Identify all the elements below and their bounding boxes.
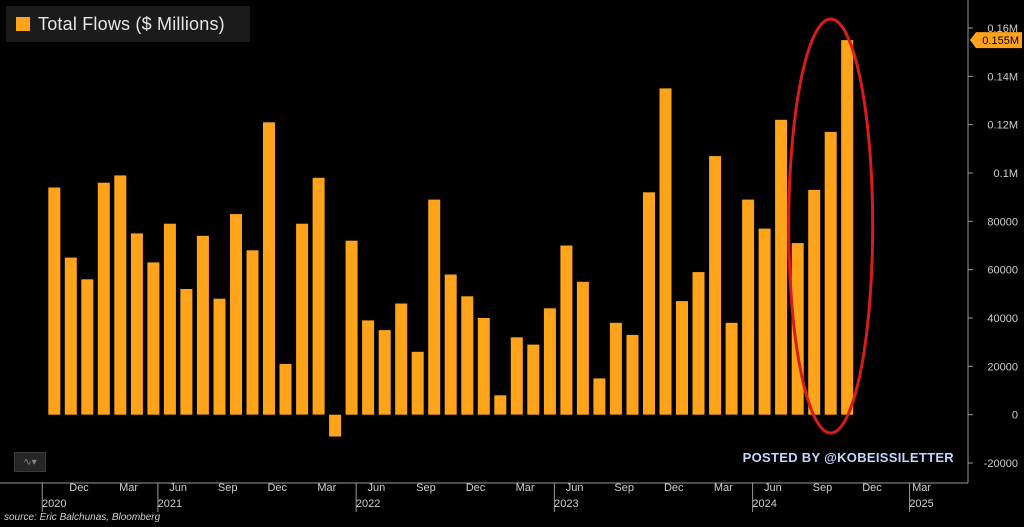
- y-tick-label-7: 20000: [987, 361, 1018, 373]
- bar-31: [560, 245, 573, 415]
- bar-16: [312, 177, 325, 415]
- bar-26: [477, 318, 490, 415]
- bar-40: [709, 156, 722, 415]
- bar-37: [659, 88, 672, 415]
- bar-32: [576, 281, 589, 415]
- y-axis: 0.16M 0.14M 0.12M 0.1M 80000 60000 40000 20000 0…: [967, 0, 1022, 483]
- x-tick-label-13: Mar: [714, 482, 733, 494]
- bar-4: [114, 175, 127, 415]
- bars-group: [48, 40, 854, 437]
- x-tick-label-15: Sep: [813, 482, 833, 494]
- bar-18: [345, 240, 358, 415]
- last-value-label: 0.155M: [982, 35, 1019, 47]
- legend-label: Total Flows ($ Millions): [38, 13, 225, 34]
- bar-41: [725, 322, 738, 415]
- bar-36: [643, 192, 655, 415]
- bar-5: [130, 233, 143, 415]
- bar-42: [742, 199, 755, 415]
- legend-swatch: [16, 17, 30, 31]
- bar-44: [775, 119, 788, 415]
- bar-35: [626, 334, 639, 415]
- x-axis: Dec Mar Jun Sep Dec Mar Jun Sep Dec Mar Jun Sep Dec M…: [0, 482, 968, 512]
- y-tick-label-5: 60000: [987, 265, 1018, 277]
- chart-type-toggle[interactable]: ∿▾: [14, 452, 46, 472]
- bar-2: [81, 279, 94, 415]
- bar-28: [510, 337, 523, 415]
- x-tick-label-7: Sep: [416, 482, 436, 494]
- bar-24: [444, 274, 457, 415]
- x-tick-label-16: Dec: [862, 482, 882, 494]
- highlight-ellipse: [787, 17, 875, 435]
- x-tick-label-8: Dec: [466, 482, 486, 494]
- bar-34: [609, 322, 622, 415]
- y-tick-label-0: 0.16M: [987, 23, 1018, 35]
- x-tick-label-17: Mar: [912, 482, 931, 494]
- bar-0: [48, 187, 61, 415]
- bar-21: [395, 303, 408, 415]
- bar-19: [362, 320, 375, 415]
- legend: Total Flows ($ Millions): [6, 6, 250, 42]
- y-tick-label-9: -20000: [984, 458, 1018, 470]
- bar-27: [494, 395, 507, 415]
- year-label-5: 2025: [909, 498, 933, 510]
- bar-11: [230, 214, 242, 415]
- year-label-4: 2024: [752, 498, 776, 510]
- y-tick-label-2: 0.12M: [987, 120, 1018, 132]
- y-tick-label-1: 0.14M: [987, 71, 1018, 83]
- bar-6: [147, 262, 160, 415]
- x-tick-label-5: Mar: [317, 482, 336, 494]
- bar-39: [692, 272, 705, 415]
- year-label-3: 2023: [554, 498, 578, 510]
- bar-46: [808, 189, 821, 415]
- bar-47: [824, 131, 837, 415]
- x-tick-label-9: Mar: [516, 482, 535, 494]
- y-tick-label-6: 40000: [987, 313, 1018, 325]
- bar-15: [296, 223, 309, 415]
- bar-9: [196, 235, 209, 415]
- bar-25: [461, 296, 474, 415]
- bar-23: [428, 199, 441, 415]
- last-value-badge: 0.155M: [970, 32, 1022, 49]
- x-tick-label-14: Jun: [764, 482, 782, 494]
- year-label-0: 2020: [42, 498, 66, 510]
- y-tick-label-3: 0.1M: [994, 168, 1018, 180]
- bar-48: [841, 40, 854, 415]
- bar-29: [527, 344, 540, 415]
- y-tick-label-8: 0: [1012, 410, 1018, 422]
- x-tick-label-12: Dec: [664, 482, 684, 494]
- bar-20: [378, 330, 391, 415]
- bar-12: [246, 250, 259, 415]
- bar-7: [163, 223, 176, 415]
- line-chart-icon: ∿▾: [23, 456, 37, 468]
- bar-8: [180, 289, 193, 415]
- last-value-badge-bg: [970, 32, 1022, 49]
- overlay-group: [787, 17, 875, 435]
- x-tick-label-2: Jun: [169, 482, 187, 494]
- x-tick-label-3: Sep: [218, 482, 238, 494]
- x-tick-label-0: Dec: [69, 482, 89, 494]
- x-tick-label-10: Jun: [566, 482, 584, 494]
- y-tick-label-4: 80000: [987, 216, 1018, 228]
- bar-17: [329, 414, 342, 437]
- bar-38: [676, 301, 688, 415]
- bar-3: [97, 182, 110, 415]
- bar-13: [263, 122, 275, 415]
- x-tick-label-6: Jun: [368, 482, 386, 494]
- year-label-2: 2022: [356, 498, 380, 510]
- bar-43: [758, 228, 771, 415]
- year-label-1: 2021: [158, 498, 182, 510]
- source-note: source: Eric Balchunas, Bloomberg: [4, 512, 161, 523]
- bar-30: [543, 308, 556, 415]
- watermark: POSTED BY @KOBEISSILETTER: [742, 450, 954, 465]
- x-tick-label-1: Mar: [119, 482, 138, 494]
- bar-10: [213, 298, 226, 415]
- bar-1: [64, 257, 77, 415]
- x-tick-label-11: Sep: [614, 482, 634, 494]
- bar-14: [279, 363, 292, 415]
- bar-22: [411, 351, 424, 415]
- bar-33: [593, 378, 606, 415]
- x-tick-label-4: Dec: [267, 482, 287, 494]
